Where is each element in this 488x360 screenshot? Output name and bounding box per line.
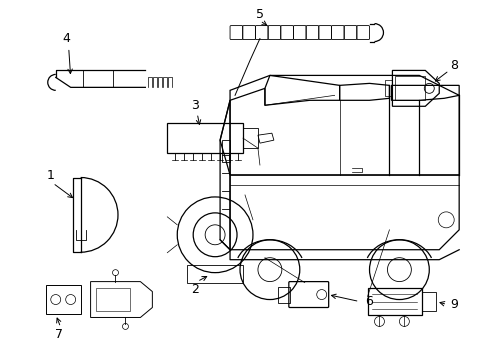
Text: 5: 5 — [255, 8, 264, 21]
Text: 9: 9 — [449, 298, 457, 311]
Text: 4: 4 — [62, 32, 70, 45]
Text: 2: 2 — [191, 283, 199, 296]
Text: 6: 6 — [365, 295, 373, 308]
Text: 3: 3 — [191, 99, 199, 112]
Text: 7: 7 — [55, 328, 62, 341]
Text: 1: 1 — [47, 168, 55, 181]
Text: 8: 8 — [449, 59, 457, 72]
